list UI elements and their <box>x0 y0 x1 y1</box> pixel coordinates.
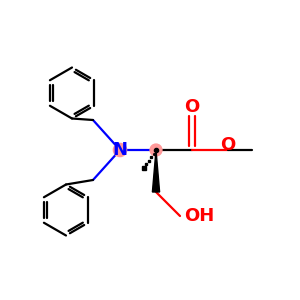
Text: N: N <box>112 141 128 159</box>
Text: O: O <box>184 98 200 116</box>
Circle shape <box>150 144 162 156</box>
Circle shape <box>113 143 127 157</box>
Text: OH: OH <box>184 207 215 225</box>
Text: O: O <box>220 136 236 154</box>
Polygon shape <box>152 150 160 192</box>
